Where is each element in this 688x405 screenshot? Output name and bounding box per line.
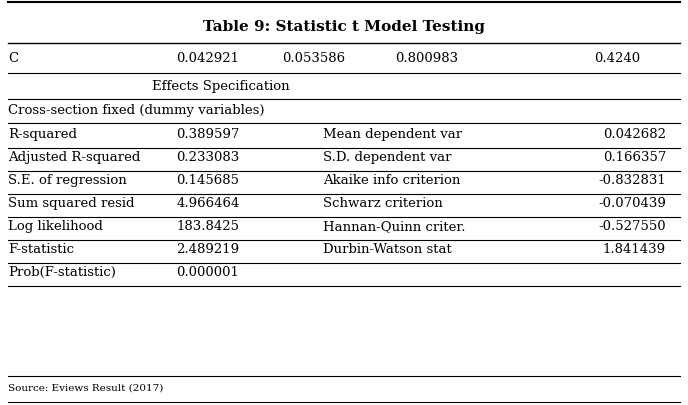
Text: -0.832831: -0.832831 (599, 173, 666, 186)
Text: Adjusted R-squared: Adjusted R-squared (8, 151, 140, 164)
Text: 0.145685: 0.145685 (176, 173, 239, 186)
Text: 0.4240: 0.4240 (594, 52, 641, 65)
Text: 0.389597: 0.389597 (176, 128, 239, 141)
Text: Sum squared resid: Sum squared resid (8, 196, 135, 209)
Text: 4.966464: 4.966464 (176, 196, 239, 209)
Text: C: C (8, 52, 19, 65)
Text: 0.053586: 0.053586 (282, 52, 345, 65)
Text: Effects Specification: Effects Specification (152, 79, 290, 92)
Text: S.D. dependent var: S.D. dependent var (323, 151, 452, 164)
Text: 183.8425: 183.8425 (176, 220, 239, 232)
Text: Akaike info criterion: Akaike info criterion (323, 173, 461, 186)
Text: 0.000001: 0.000001 (176, 265, 239, 278)
Text: Schwarz criterion: Schwarz criterion (323, 196, 443, 209)
Text: F-statistic: F-statistic (8, 242, 74, 255)
Text: -0.070439: -0.070439 (598, 196, 666, 209)
Text: Source: Eviews Result (2017): Source: Eviews Result (2017) (8, 383, 164, 392)
Text: S.E. of regression: S.E. of regression (8, 173, 127, 186)
Text: Mean dependent var: Mean dependent var (323, 128, 462, 141)
Text: 0.166357: 0.166357 (603, 151, 666, 164)
Text: 1.841439: 1.841439 (603, 242, 666, 255)
Text: Cross-section fixed (dummy variables): Cross-section fixed (dummy variables) (8, 104, 265, 117)
Text: 0.042921: 0.042921 (176, 52, 239, 65)
Text: R-squared: R-squared (8, 128, 77, 141)
Text: Prob(F-statistic): Prob(F-statistic) (8, 265, 116, 278)
Text: 0.800983: 0.800983 (396, 52, 458, 65)
Text: 0.042682: 0.042682 (603, 128, 666, 141)
Text: Log likelihood: Log likelihood (8, 220, 103, 232)
Text: 2.489219: 2.489219 (176, 242, 239, 255)
Text: Hannan-Quinn criter.: Hannan-Quinn criter. (323, 220, 466, 232)
Text: 0.233083: 0.233083 (176, 151, 239, 164)
Text: -0.527550: -0.527550 (599, 220, 666, 232)
Text: Table 9: Statistic t Model Testing: Table 9: Statistic t Model Testing (203, 19, 485, 34)
Text: Durbin-Watson stat: Durbin-Watson stat (323, 242, 452, 255)
